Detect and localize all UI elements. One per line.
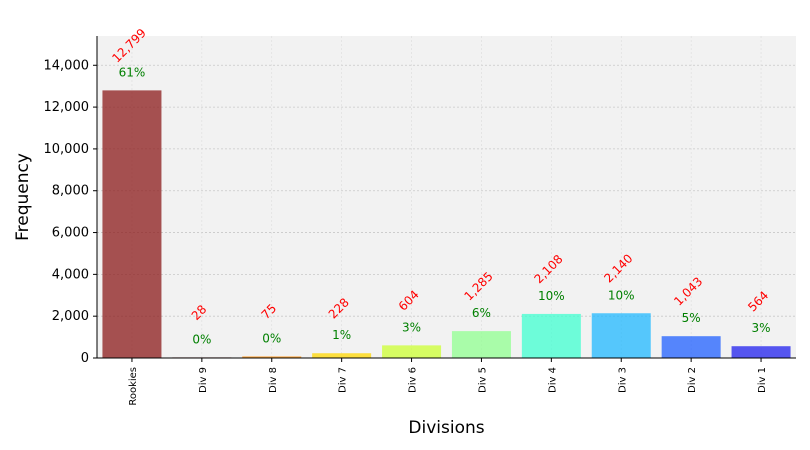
x-tick-label: Div 4 bbox=[547, 367, 558, 393]
y-tick-label: 4,000 bbox=[52, 267, 89, 282]
y-axis-title: Frequency bbox=[13, 153, 33, 241]
y-tick-label: 2,000 bbox=[52, 309, 89, 324]
percent-label: 61% bbox=[119, 65, 146, 79]
bar bbox=[102, 90, 162, 358]
bar bbox=[451, 331, 511, 358]
bar bbox=[382, 345, 442, 358]
x-tick-label: Div 5 bbox=[477, 367, 488, 393]
bar bbox=[521, 313, 581, 358]
y-tick-label: 6,000 bbox=[52, 226, 89, 241]
percent-label: 3% bbox=[752, 321, 771, 335]
bar bbox=[242, 356, 302, 358]
grid-lines bbox=[97, 36, 796, 359]
percent-label: 5% bbox=[682, 311, 701, 325]
bar bbox=[661, 336, 721, 358]
plot-area bbox=[97, 36, 796, 358]
percent-label: 0% bbox=[262, 331, 281, 345]
x-tick-label: Div 1 bbox=[757, 367, 768, 393]
percent-label: 1% bbox=[332, 328, 351, 342]
bar bbox=[591, 313, 651, 358]
percent-label: 0% bbox=[192, 332, 211, 346]
percent-label: 6% bbox=[472, 306, 491, 320]
y-tick-label: 14,000 bbox=[44, 58, 90, 73]
x-tick-label: Div 7 bbox=[338, 367, 349, 393]
x-tick-label: Div 6 bbox=[408, 367, 419, 393]
percent-label: 3% bbox=[402, 320, 421, 334]
y-tick-label: 8,000 bbox=[52, 184, 89, 199]
y-tick-label: 10,000 bbox=[44, 142, 90, 157]
bars bbox=[102, 90, 791, 358]
percent-label: 10% bbox=[608, 288, 635, 302]
x-tick-label: Div 2 bbox=[687, 367, 698, 393]
y-tick-label: 12,000 bbox=[44, 100, 90, 115]
x-tick-label: Div 8 bbox=[268, 367, 279, 393]
bar bbox=[312, 353, 372, 358]
y-tick-label: 0 bbox=[81, 351, 89, 366]
x-axis-title: Divisions bbox=[408, 418, 484, 438]
bar bbox=[731, 346, 791, 358]
x-tick-label: Div 3 bbox=[617, 367, 628, 393]
percent-label: 10% bbox=[538, 289, 565, 303]
axes: 0 2,000 4,000 6,000 8,000 10,000 12,000 14,000 R… bbox=[44, 36, 796, 406]
x-tick-label: Rookies bbox=[128, 367, 139, 406]
x-tick-label: Div 9 bbox=[198, 367, 209, 393]
